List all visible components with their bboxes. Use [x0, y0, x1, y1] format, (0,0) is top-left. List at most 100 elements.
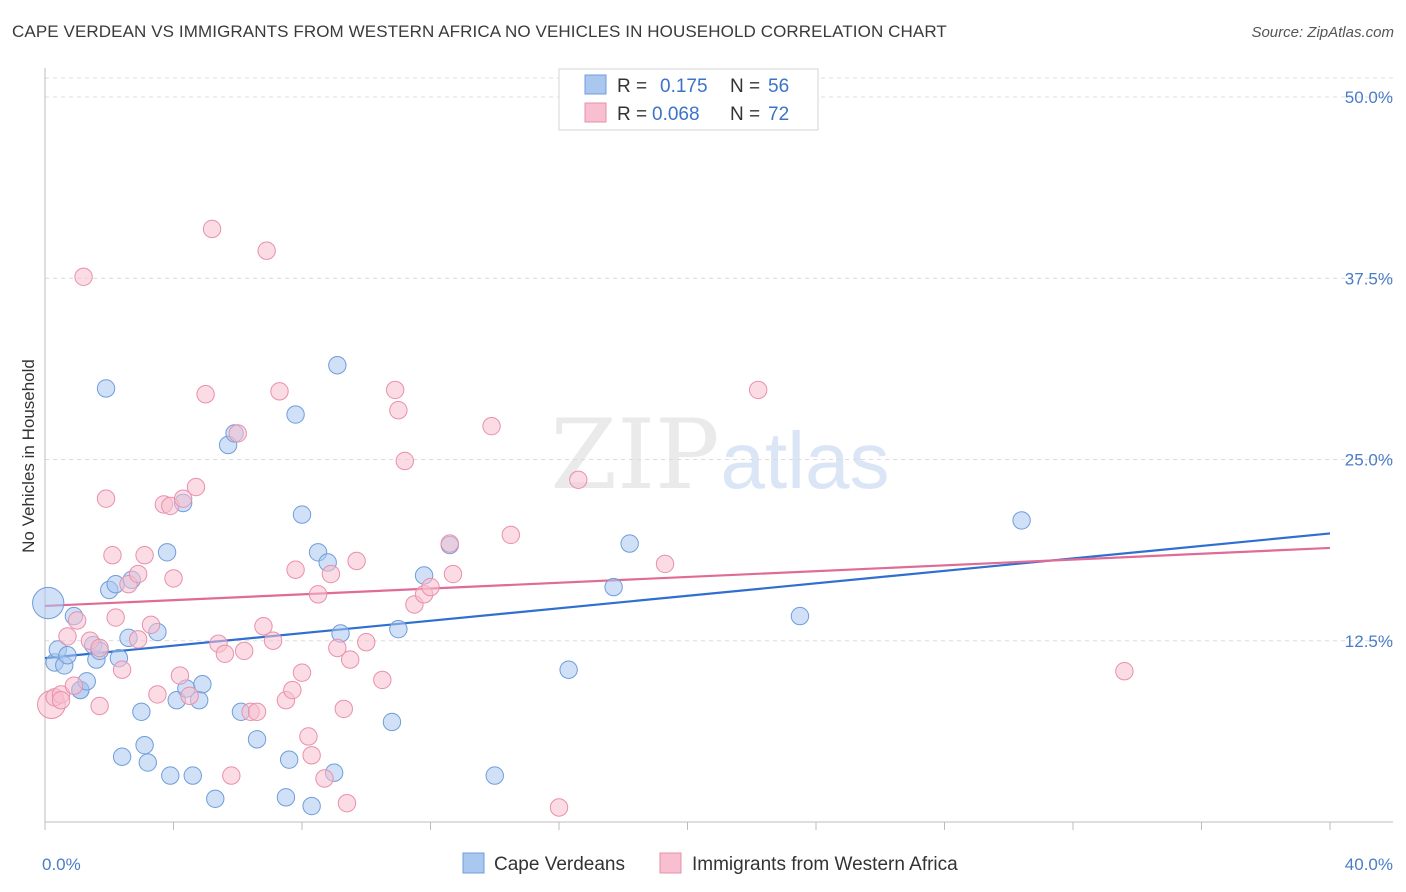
- point-blue-37: [279, 750, 299, 769]
- point-blue-44: [328, 356, 347, 375]
- y-tick-label-2: 37.5%: [1345, 269, 1393, 288]
- point-blue-47: [389, 619, 408, 639]
- point-pink-18: [135, 546, 154, 565]
- point-pink-16: [128, 564, 148, 584]
- y-tick-label-0: 12.5%: [1345, 632, 1393, 651]
- point-blue-23: [157, 543, 177, 562]
- point-pink-4: [58, 627, 77, 646]
- legend-swatch-pink: [584, 102, 607, 123]
- point-pink-53: [340, 650, 360, 669]
- watermark-zip: ZIP: [550, 399, 719, 511]
- point-blue-30: [193, 675, 212, 694]
- point-pink-34: [234, 641, 254, 661]
- point-pink-38: [257, 241, 276, 260]
- point-pink-56: [373, 670, 392, 690]
- point-blue-50: [485, 766, 504, 785]
- point-pink-70: [748, 380, 768, 400]
- point-pink-54: [347, 551, 366, 571]
- point-blue-53: [620, 534, 639, 553]
- point-blue-51: [559, 660, 578, 679]
- point-pink-49: [321, 564, 341, 584]
- point-pink-23: [164, 569, 183, 588]
- point-pink-6: [67, 611, 87, 630]
- point-pink-58: [389, 401, 408, 420]
- point-pink-19: [141, 615, 161, 634]
- point-pink-47: [308, 585, 328, 604]
- point-blue-52: [604, 577, 623, 597]
- legend-bottom: Cape Verdeans Immigrants from Western Af…: [462, 852, 958, 875]
- point-blue-16: [112, 747, 132, 766]
- point-pink-66: [501, 525, 521, 545]
- point-pink-31: [215, 644, 235, 663]
- point-blue-35: [247, 730, 267, 749]
- point-blue-40: [302, 796, 321, 816]
- y-axis-title: No Vehicles in Household: [19, 359, 38, 553]
- watermark-atlas: atlas: [721, 416, 890, 505]
- point-pink-42: [283, 680, 302, 700]
- point-pink-14: [112, 660, 132, 679]
- point-pink-65: [482, 416, 501, 436]
- axes: 12.5% 25.0% 37.5% 50.0%: [44, 68, 1393, 830]
- point-blue-38: [286, 405, 305, 424]
- point-pink-67: [549, 798, 569, 817]
- gridlines: [45, 77, 1393, 642]
- point-blue-0: [32, 586, 65, 620]
- y-tick-label-1: 25.0%: [1345, 451, 1393, 470]
- trend-line-blue: [44, 532, 1331, 660]
- point-pink-20: [148, 685, 167, 704]
- legend-n-value-pink: 72: [768, 104, 789, 125]
- point-pink-52: [337, 793, 357, 813]
- point-pink-68: [569, 470, 588, 489]
- point-pink-12: [103, 546, 122, 565]
- legend-r-value-pink: 0.068: [652, 104, 700, 125]
- point-pink-32: [222, 766, 241, 785]
- point-pink-71: [1115, 662, 1134, 681]
- point-pink-37: [254, 617, 273, 636]
- point-pink-5: [64, 676, 84, 695]
- point-pink-27: [186, 477, 206, 497]
- point-pink-39: [263, 631, 283, 650]
- legend-bottom-swatch-pink: [659, 852, 682, 874]
- point-blue-39: [292, 505, 312, 524]
- point-pink-9: [90, 638, 109, 658]
- legend-bottom-label-pink: Immigrants from Western Africa: [692, 854, 958, 875]
- point-pink-17: [128, 630, 148, 649]
- point-blue-28: [183, 766, 202, 785]
- point-pink-62: [421, 577, 440, 597]
- point-pink-46: [302, 746, 321, 765]
- point-blue-46: [382, 712, 402, 732]
- y-tick-label-3: 50.0%: [1345, 88, 1393, 107]
- point-blue-19: [132, 702, 151, 721]
- point-pink-57: [385, 380, 405, 400]
- chart-title: CAPE VERDEAN VS IMMIGRANTS FROM WESTERN …: [12, 22, 947, 41]
- point-pink-40: [270, 382, 289, 401]
- point-pink-43: [286, 560, 305, 579]
- legend-n-label-pink: N =: [730, 104, 760, 125]
- legend-r-value-blue: 0.175: [660, 76, 708, 97]
- point-pink-36: [247, 702, 267, 721]
- point-pink-10: [90, 696, 109, 716]
- point-blue-31: [206, 789, 225, 808]
- data-points: [32, 219, 1134, 817]
- x-tick-label-max: 40.0%: [1345, 855, 1393, 874]
- point-blue-55: [1012, 511, 1031, 530]
- point-pink-7: [74, 267, 93, 286]
- point-pink-51: [334, 699, 353, 719]
- point-pink-45: [299, 727, 318, 746]
- legend-n-label-blue: N =: [730, 76, 760, 97]
- point-pink-59: [395, 451, 414, 471]
- point-blue-21: [138, 753, 157, 772]
- trend-line-pink: [44, 546, 1331, 608]
- point-blue-54: [790, 606, 810, 626]
- point-pink-13: [106, 608, 125, 627]
- legend-r-label-blue: R =: [617, 76, 647, 97]
- point-pink-33: [228, 424, 247, 443]
- point-pink-69: [655, 554, 675, 574]
- point-pink-48: [315, 769, 334, 788]
- trend-lines: [44, 532, 1331, 660]
- x-tick-label-min: 0.0%: [42, 855, 81, 874]
- point-blue-12: [96, 379, 116, 398]
- legend-bottom-swatch-blue: [462, 852, 485, 874]
- point-pink-64: [443, 564, 463, 584]
